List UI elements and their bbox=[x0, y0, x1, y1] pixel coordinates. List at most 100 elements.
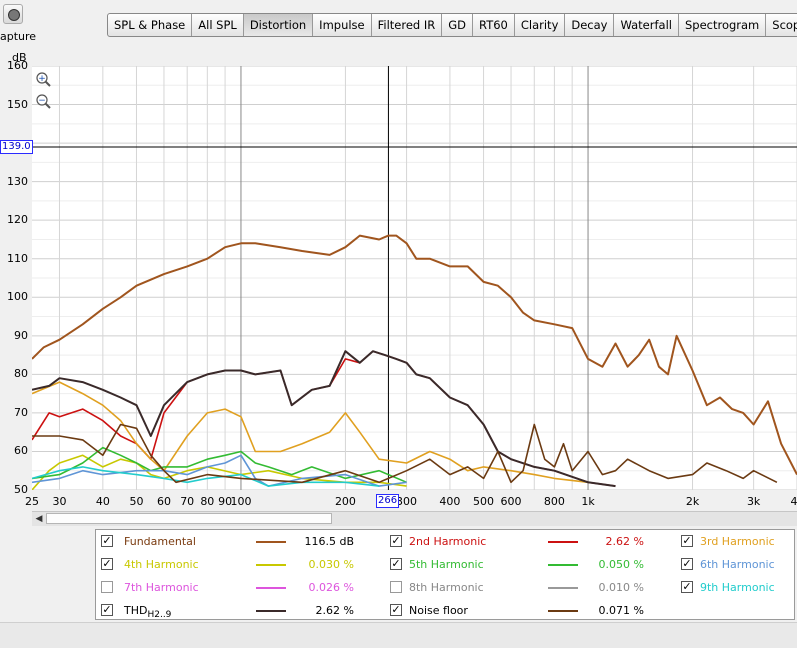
checkbox-9th-harmonic[interactable]: ✓ bbox=[681, 581, 693, 593]
legend-label: THD bbox=[124, 604, 147, 617]
y-tick-label: 130 bbox=[0, 175, 28, 188]
scroll-left-icon[interactable]: ◀ bbox=[34, 514, 44, 524]
x-tick-label: 4 bbox=[791, 495, 797, 508]
legend-name-4th-harmonic: 4th Harmonic bbox=[124, 558, 199, 571]
y-tick-label: 150 bbox=[0, 98, 28, 111]
checkbox-4th-harmonic[interactable]: ✓ bbox=[101, 558, 113, 570]
checkbox-6th-harmonic[interactable]: ✓ bbox=[681, 558, 693, 570]
legend-value-thd: 2.62 % bbox=[294, 604, 354, 617]
legend-swatch-4th-harmonic bbox=[256, 564, 286, 566]
checkbox-thd[interactable]: ✓ bbox=[101, 604, 113, 616]
checkbox-7th-harmonic[interactable] bbox=[101, 581, 113, 593]
y-tick-label: 90 bbox=[0, 329, 28, 342]
legend-row: 7th Harmonic 0.026 % 8th Harmonic 0.010 % ✓ 9… bbox=[96, 578, 794, 598]
cursor-y-readout: 139.0 bbox=[0, 140, 33, 154]
y-tick-label: 160 bbox=[0, 59, 28, 72]
checkbox-noise-floor[interactable]: ✓ bbox=[390, 604, 402, 616]
horizontal-scrollbar[interactable]: ◀ bbox=[32, 511, 797, 526]
x-tick-label: 60 bbox=[157, 495, 171, 508]
legend-row: ✓ Fundamental 116.5 dB ✓ 2nd Harmonic 2.62 % ✓… bbox=[96, 532, 794, 552]
y-tick-label: 80 bbox=[0, 367, 28, 380]
checkbox-2nd-harmonic[interactable]: ✓ bbox=[390, 535, 402, 547]
legend-value-noise-floor: 0.071 % bbox=[584, 604, 644, 617]
legend-label: 9th Harmonic bbox=[700, 581, 775, 594]
legend-name-5th-harmonic: 5th Harmonic bbox=[409, 558, 484, 571]
x-tick-label: 600 bbox=[501, 495, 522, 508]
x-tick-label: 400 bbox=[439, 495, 460, 508]
legend-swatch-fundamental bbox=[256, 541, 286, 543]
legend-value-fundamental: 116.5 dB bbox=[294, 535, 354, 548]
tab-all-spl[interactable]: All SPL bbox=[192, 14, 244, 36]
checkbox-5th-harmonic[interactable]: ✓ bbox=[390, 558, 402, 570]
zoom-symbol: − bbox=[38, 96, 46, 106]
y-tick-label: 100 bbox=[0, 290, 28, 303]
tab-waterfall[interactable]: Waterfall bbox=[614, 14, 678, 36]
legend-label: 6th Harmonic bbox=[700, 558, 775, 571]
series-line-noise-floor bbox=[32, 425, 777, 483]
y-tick-label: 70 bbox=[0, 406, 28, 419]
legend-swatch-thd bbox=[256, 610, 286, 612]
legend-row: ✓ THDH2..9 2.62 % ✓ Noise floor 0.071 % bbox=[96, 601, 794, 621]
legend-label: 7th Harmonic bbox=[124, 581, 199, 594]
tab-spl-phase[interactable]: SPL & Phase bbox=[108, 14, 192, 36]
checkbox-3rd-harmonic[interactable]: ✓ bbox=[681, 535, 693, 547]
legend-value-7th-harmonic: 0.026 % bbox=[294, 581, 354, 594]
tab-impulse[interactable]: Impulse bbox=[313, 14, 371, 36]
legend-swatch-7th-harmonic bbox=[256, 587, 286, 589]
legend-swatch-noise-floor bbox=[548, 610, 578, 612]
legend-name-thd: THDH2..9 bbox=[124, 604, 171, 620]
legend-name-6th-harmonic: 6th Harmonic bbox=[700, 558, 775, 571]
legend-name-3rd-harmonic: 3rd Harmonic bbox=[700, 535, 775, 548]
tab-spectrogram[interactable]: Spectrogram bbox=[679, 14, 766, 36]
tab-gd[interactable]: GD bbox=[442, 14, 473, 36]
x-tick-label: 25 bbox=[25, 495, 39, 508]
tab-rt60[interactable]: RT60 bbox=[473, 14, 515, 36]
tab-scope[interactable]: Scope bbox=[766, 14, 797, 36]
x-tick-label: 100 bbox=[230, 495, 251, 508]
x-tick-label: 500 bbox=[473, 495, 494, 508]
legend-value-8th-harmonic: 0.010 % bbox=[584, 581, 644, 594]
tab-clarity[interactable]: Clarity bbox=[515, 14, 566, 36]
x-tick-label: 30 bbox=[52, 495, 66, 508]
x-tick-label: 1k bbox=[581, 495, 594, 508]
legend-name-8th-harmonic: 8th Harmonic bbox=[409, 581, 484, 594]
x-tick-label: 200 bbox=[335, 495, 356, 508]
scroll-thumb[interactable] bbox=[46, 513, 332, 524]
legend-label: 2nd Harmonic bbox=[409, 535, 486, 548]
legend-name-fundamental: Fundamental bbox=[124, 535, 196, 548]
capture-label: apture bbox=[0, 30, 36, 43]
y-tick-label: 110 bbox=[0, 252, 28, 265]
legend-value-5th-harmonic: 0.050 % bbox=[584, 558, 644, 571]
x-tick-label: 3k bbox=[747, 495, 760, 508]
camera-icon bbox=[8, 9, 20, 21]
legend-name-2nd-harmonic: 2nd Harmonic bbox=[409, 535, 486, 548]
plot-svg: +− bbox=[32, 66, 797, 490]
x-tick-label: 40 bbox=[96, 495, 110, 508]
y-tick-label: 50 bbox=[0, 483, 28, 496]
legend-name-noise-floor: Noise floor bbox=[409, 604, 468, 617]
tab-filtered-ir[interactable]: Filtered IR bbox=[372, 14, 443, 36]
legend-value-4th-harmonic: 0.030 % bbox=[294, 558, 354, 571]
legend-label: 5th Harmonic bbox=[409, 558, 484, 571]
legend-row: ✓ 4th Harmonic 0.030 % ✓ 5th Harmonic 0.050 %… bbox=[96, 555, 794, 575]
legend-label: 4th Harmonic bbox=[124, 558, 199, 571]
checkbox-fundamental[interactable]: ✓ bbox=[101, 535, 113, 547]
status-bar bbox=[0, 622, 797, 648]
capture-button[interactable] bbox=[3, 4, 23, 24]
distortion-plot[interactable]: +− bbox=[32, 66, 797, 490]
legend-subscript: H2..9 bbox=[147, 610, 171, 620]
legend-label: 3rd Harmonic bbox=[700, 535, 775, 548]
x-tick-label: 70 bbox=[180, 495, 194, 508]
legend-name-7th-harmonic: 7th Harmonic bbox=[124, 581, 199, 594]
legend-label: 8th Harmonic bbox=[409, 581, 484, 594]
tab-distortion[interactable]: Distortion bbox=[244, 14, 313, 36]
tab-decay[interactable]: Decay bbox=[565, 14, 614, 36]
legend-swatch-8th-harmonic bbox=[548, 587, 578, 589]
x-tick-label: 50 bbox=[129, 495, 143, 508]
x-tick-label: 800 bbox=[544, 495, 565, 508]
x-tick-label: 300 bbox=[396, 495, 417, 508]
y-tick-label: 120 bbox=[0, 213, 28, 226]
legend-value-2nd-harmonic: 2.62 % bbox=[584, 535, 644, 548]
checkbox-8th-harmonic[interactable] bbox=[390, 581, 402, 593]
